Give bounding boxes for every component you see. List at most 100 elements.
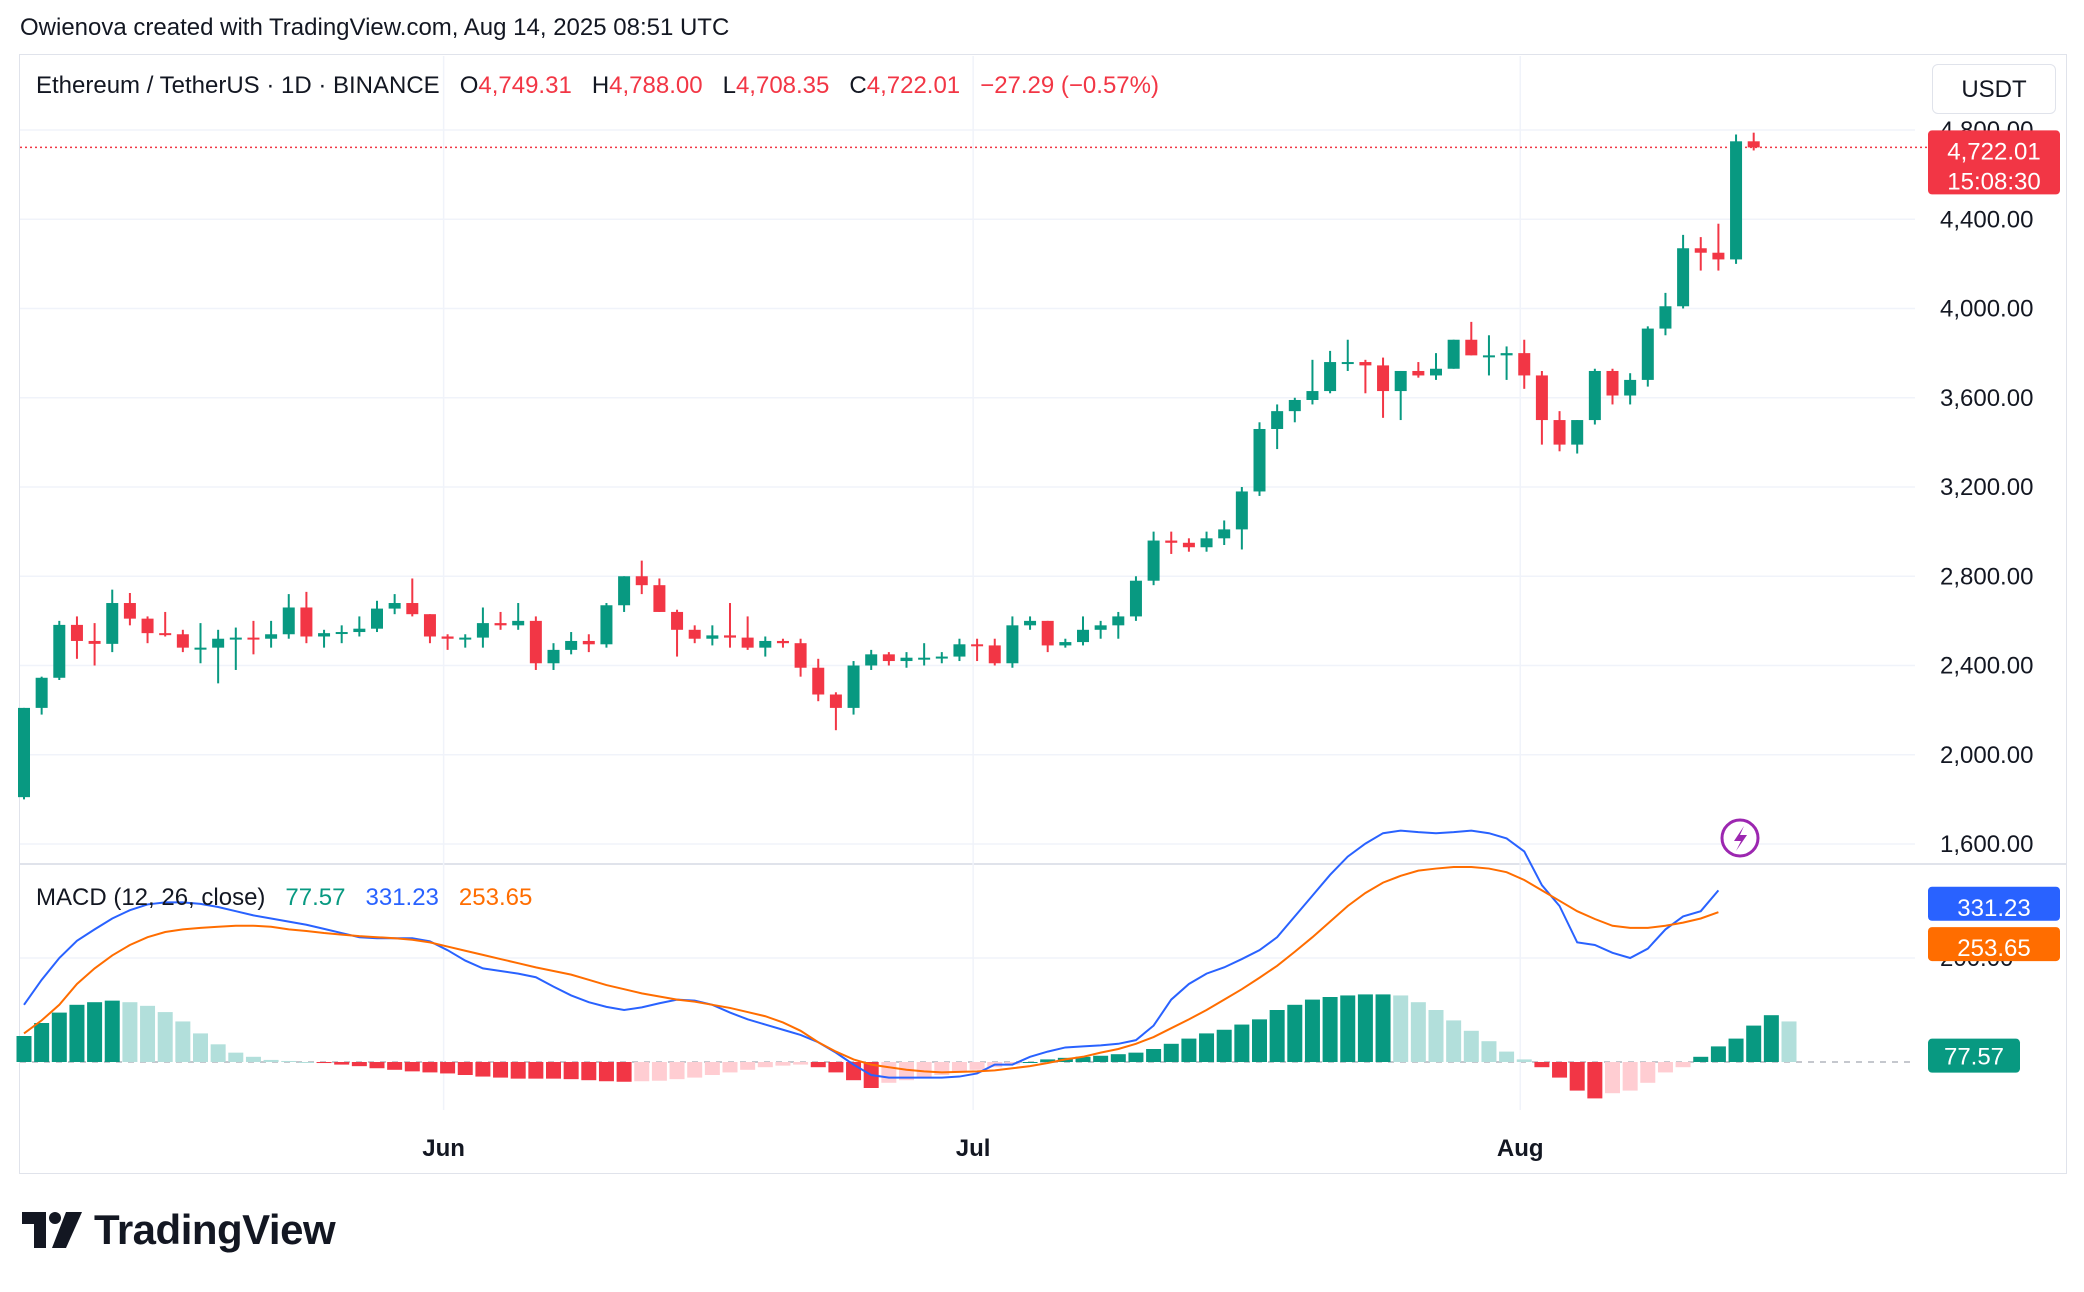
macd-signal-value: 253.65	[458, 884, 533, 911]
macd-value-tag: 331.23	[1928, 886, 2060, 922]
macd-histogram-bar	[1146, 1049, 1162, 1062]
macd-histogram-bar	[1446, 1020, 1462, 1062]
macd-histogram-bar	[1675, 1062, 1691, 1068]
open-label: O	[459, 72, 479, 99]
macd-histogram-bar	[1322, 997, 1338, 1062]
macd-histogram-bar	[651, 1062, 667, 1081]
candle-body	[1518, 353, 1531, 376]
macd-histogram-bar	[1622, 1062, 1638, 1091]
candle-body	[247, 637, 260, 640]
candle-body	[18, 707, 30, 798]
candle-body	[865, 654, 878, 666]
candle-body	[1253, 428, 1266, 492]
macd-histogram-bar	[387, 1062, 403, 1070]
candle-body	[1165, 540, 1178, 543]
macd-histogram-bar	[916, 1062, 932, 1078]
macd-histogram-bar	[581, 1062, 597, 1081]
macd-histogram-bar	[563, 1062, 579, 1080]
macd-histogram-bar	[34, 1023, 50, 1062]
macd-histogram-bar	[263, 1059, 279, 1062]
price-tick-label: 2,400.00	[1940, 653, 2033, 680]
candle-body	[406, 603, 419, 615]
candle-body	[265, 634, 278, 639]
macd-lines	[23, 829, 1720, 1079]
candle-body	[371, 608, 383, 629]
candle-body	[1553, 420, 1566, 445]
last-price-tag-text: 4,722.01	[1947, 138, 2040, 165]
candle-body	[318, 633, 331, 637]
candle-body	[1606, 370, 1619, 396]
candle-body	[512, 620, 525, 626]
macd-line-value: 331.23	[365, 884, 439, 911]
creator-attribution: Owienova created with TradingView.com, A…	[20, 14, 730, 41]
macd-histogram-bar	[1163, 1043, 1179, 1062]
candle-body	[459, 637, 472, 640]
macd-histogram-bar	[422, 1062, 438, 1073]
macd-histogram-bar	[1728, 1038, 1744, 1062]
candle-body	[88, 640, 101, 644]
time-tick-label: Aug	[1497, 1135, 1544, 1162]
candle-body	[441, 636, 454, 639]
macd-histogram-bar	[193, 1033, 208, 1062]
macd-histogram-bar	[1269, 1010, 1285, 1062]
candle-body	[988, 645, 1001, 664]
candle-body	[1377, 365, 1390, 392]
macd-histogram-bar	[1710, 1046, 1726, 1062]
macd-histogram-bar	[722, 1062, 738, 1073]
candle-body	[582, 640, 595, 645]
macd-histogram-bar	[1781, 1021, 1797, 1062]
macd-histogram-bar	[475, 1062, 491, 1077]
macd-histogram-bar	[351, 1062, 367, 1067]
price-tick-label: 4,400.00	[1940, 206, 2033, 233]
macd-histogram-bar	[1552, 1062, 1568, 1078]
macd-histogram-bar	[1657, 1062, 1673, 1073]
price-tick-label: 2,000.00	[1940, 742, 2033, 769]
candle-body	[653, 585, 666, 612]
macd-histogram-bar	[969, 1062, 985, 1070]
candle-body	[706, 635, 719, 639]
macd-histogram-bar	[1252, 1019, 1267, 1062]
macd-histogram-bar	[1234, 1024, 1250, 1062]
candle-body	[476, 623, 489, 638]
macd-histogram-bar	[951, 1062, 967, 1073]
macd-histogram-bar	[1605, 1062, 1620, 1094]
symbol-label[interactable]: Ethereum / TetherUS · 1D · BINANCE	[36, 72, 440, 99]
close-value: 4,722.01	[866, 72, 961, 99]
macd-histogram-bar	[598, 1062, 614, 1082]
macd-histogram-bar	[281, 1060, 297, 1062]
macd-histogram-bar	[140, 1005, 156, 1062]
candle-body	[282, 607, 295, 635]
candle-body	[829, 694, 842, 708]
signal-value-tag-bg	[1928, 927, 2060, 962]
macd-value-tag-bg	[1928, 886, 2060, 921]
currency-button[interactable]: USDT	[1932, 64, 2056, 114]
price-tick-label: 1,600.00	[1940, 831, 2033, 858]
candle-body	[953, 644, 966, 657]
macd-line	[23, 829, 1720, 1079]
candle-body	[847, 665, 860, 708]
candle-body	[1271, 411, 1284, 429]
candle-body	[335, 632, 348, 635]
candle-body	[1324, 362, 1337, 392]
macd-histogram-bar	[775, 1062, 791, 1066]
macd-title[interactable]: MACD (12, 26, close)	[36, 884, 266, 911]
signal-line	[23, 866, 1719, 1074]
signal-value-tag: 253.65	[1928, 927, 2060, 962]
macd-histogram-bar	[1499, 1051, 1515, 1062]
hist-value-tag-bg	[1928, 1038, 2020, 1073]
candle-body	[212, 638, 225, 648]
lightning-icon[interactable]	[1720, 818, 1760, 858]
macd-histogram-bar	[1022, 1062, 1038, 1063]
macd-histogram-bar	[1746, 1025, 1762, 1062]
macd-histogram-bar	[1110, 1054, 1126, 1062]
price-tick-label: 2,800.00	[1940, 563, 2033, 590]
macd-hist-value: 77.57	[285, 884, 346, 911]
candle-body	[1659, 306, 1672, 329]
candle-body	[529, 620, 542, 664]
macd-histogram-bar	[881, 1062, 897, 1083]
candle-body	[1694, 248, 1707, 253]
candle-body	[1077, 629, 1089, 643]
candle-body	[35, 677, 48, 708]
candle-body	[106, 603, 119, 644]
